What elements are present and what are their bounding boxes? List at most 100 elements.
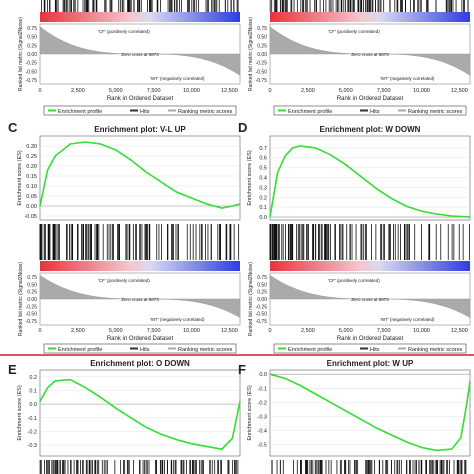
panel-e-frame [39,369,241,457]
panel-c-ylabel: Enrichment score (ES) [17,150,23,205]
panel-e-title: Enrichment plot: O DOWN [90,359,190,368]
legend-entry: Hits [370,347,380,353]
panel-d-frame [269,135,471,221]
legend-entry: Enrichment profile [288,109,332,115]
panel-b-metric-axis-tick: 0.75 [257,26,267,32]
panel-b-metric-axis-tick: 0.25 [257,43,267,49]
panel-c-ytick: 0.05 [26,194,37,200]
panel-f-es-curve [269,373,471,452]
panel-d-es-curve [269,145,471,218]
panel-d-rank-xtick: 12,500 [451,328,468,334]
panel-a-hits [41,0,239,12]
panel-b-metric-axis-tick: -0.75 [256,78,268,84]
panel-b-rank-xtick: 7,500 [377,88,391,94]
panel-d-legend: Enrichment profile Hits Ranking metric sco… [273,343,467,354]
legend-entry: Ranking metric scores [408,109,463,115]
panel-f-ytick: 0.0 [259,372,267,378]
panel-d-ytick: 0.4 [259,176,267,182]
legend-entry: Ranking metric scores [178,347,233,353]
panel-d-metric-axis-pos-label: 'CF' (positively correlated) [328,278,380,283]
panel-d-metric-axis-tick: 0.50 [257,282,267,288]
panel-a-rank-xlabel: Rank in Ordered Dataset [107,96,174,102]
panel-c-metric-axis-neg-label: 'WT' (negatively correlated) [150,317,205,322]
legend-entry: Enrichment profile [58,347,102,353]
panel-c-ytick: 0.00 [26,204,37,210]
panel-c-metric-axis-tick: -0.75 [26,319,38,325]
panel-d-metric-axis-tick: -0.25 [256,304,268,310]
panel-d-rank-gradient [270,261,470,271]
panel-b-metric-area [269,26,471,76]
panel-a-metric-axis-tick: 0.25 [27,43,37,49]
panel-a-rank-xtick: 10,000 [183,88,200,94]
panel-d-ytick: 0.5 [259,166,267,172]
panel-d-metric-axis-zero-cross: Zero cross at 6873 [351,297,389,302]
panel-b-hits [269,0,469,12]
panel-a-rank-gradient [40,12,240,22]
panel-c-metric-axis-tick: -0.50 [26,312,38,318]
panel-b-metric-axis-neg-label: 'WT' (negatively correlated) [380,76,435,81]
panel-a-metric-axis-pos-label: 'CF' (positively correlated) [98,29,150,34]
panel-d-ylabel: Enrichment score (ES) [247,150,253,205]
panel-b-metric-axis-tick: -0.25 [256,61,268,67]
panel-c-letter: C [8,120,18,135]
panel-c-metric-axis-tick: 0.75 [27,275,37,281]
panel-a-rank-xtick: 5,000 [109,88,123,94]
panel-a-metric-axis-tick: 0.00 [27,52,37,58]
panel-d-rank-xtick: 2,500 [301,328,315,334]
panel-e-ytick: -0.3 [28,443,37,449]
panel-e-ytick: 0.0 [29,402,37,408]
legend-entry: Enrichment profile [58,109,102,115]
panel-c-metric-axis-tick: 0.25 [27,290,37,296]
legend-entry: Enrichment profile [288,347,332,353]
panel-c-metric-axis-ylabel: Ranked list metric (Signal2Noise) [18,262,24,336]
panel-d-ytick: 0.6 [259,156,267,162]
panel-c-metric-axis-pos-label: 'CF' (positively correlated) [98,278,150,283]
panel-e-letter: E [8,362,17,377]
panel-b-rank-xlabel: Rank in Ordered Dataset [337,96,404,102]
panel-c-rank-xtick: 12,500 [221,328,238,334]
panel-b-legend: Enrichment profile Hits Ranking metric sco… [273,105,467,116]
panel-a-rank-xtick: 12,500 [221,88,238,94]
panel-b-metric-axis-pos-label: 'CF' (positively correlated) [328,29,380,34]
panel-b-rank-xtick: 0 [268,88,271,94]
panel-c-title: Enrichment plot: V-L UP [94,125,186,134]
panel-f-title: Enrichment plot: W UP [327,359,414,368]
panel-c-rank-xlabel: Rank in Ordered Dataset [107,336,174,342]
panel-b-rank-xtick: 10,000 [413,88,430,94]
panel-d-metric-axis-tick: 0.75 [257,275,267,281]
panel-c-ytick: 0.15 [26,174,37,180]
panel-a-metric-axis-ylabel: Ranked list metric (Signal2Noise) [18,17,24,91]
panel-b-metric-axis-zero-cross: Zero cross at 6873 [351,52,389,57]
panel-f-ylabel: Enrichment score (ES) [247,385,253,440]
panel-c-frame [39,135,241,221]
panel-d-rank-xtick: 7,500 [377,328,391,334]
panel-c-rank-xtick: 5,000 [109,328,123,334]
panel-d-ytick: 0.1 [259,205,267,211]
panel-d-ytick: 0.3 [259,185,267,191]
panel-c-rank-xtick: 2,500 [71,328,85,334]
panel-b-metric-axis-tick: -0.50 [256,69,268,75]
panel-c-metric-axis-tick: -0.25 [26,304,38,310]
panel-d-metric-area [269,274,471,319]
panel-d-ytick: 0.0 [259,215,267,221]
panel-d-letter: D [238,120,247,135]
panel-c-metric-axis-tick: 0.00 [27,297,37,303]
panel-b-rank-gradient [270,12,470,22]
panel-c-rank-xtick: 10,000 [183,328,200,334]
panel-a-metric-axis-tick: 0.50 [27,35,37,41]
panel-f-frame [269,369,471,457]
panel-b-rank-xtick: 12,500 [451,88,468,94]
panel-e-ytick: -0.1 [28,416,37,422]
legend-box [43,105,237,116]
panel-f-ytick: -0.1 [258,386,267,392]
panel-b-metric-axis-ylabel: Ranked list metric (Signal2Noise) [248,17,254,91]
panel-a-metric-axis-tick: -0.50 [26,69,38,75]
panel-a-rank-xtick: 2,500 [71,88,85,94]
panel-b-metric-axis-tick: 0.50 [257,35,267,41]
panel-a-metric-axis-tick: -0.25 [26,61,38,67]
panel-c-legend: Enrichment profile Hits Ranking metric sco… [43,343,237,354]
panel-c-rank-xtick: 7,500 [147,328,161,334]
panel-d-metric-axis-tick: -0.50 [256,312,268,318]
legend-entry: Hits [140,109,150,115]
